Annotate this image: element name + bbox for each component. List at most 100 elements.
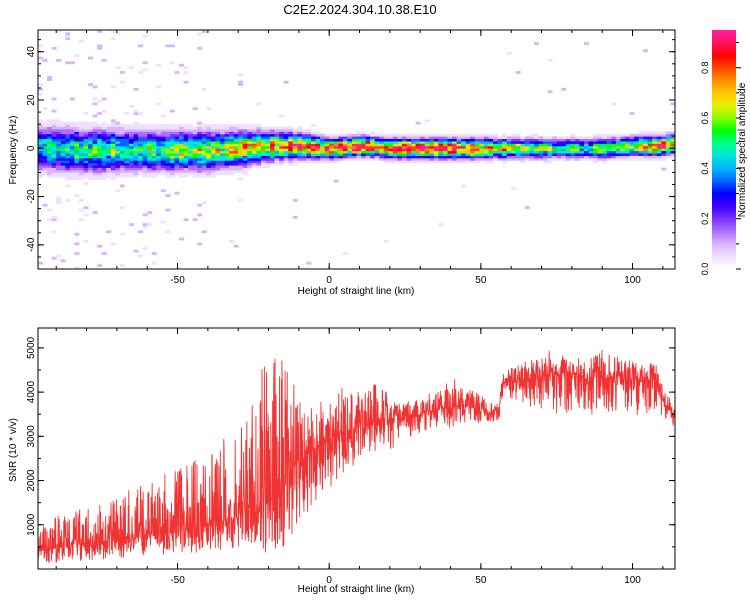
heatmap-cell	[256, 143, 262, 147]
heatmap-cell	[138, 145, 144, 149]
heatmap-cell	[242, 165, 248, 168]
heatmap-cell	[383, 240, 389, 243]
heatmap-cell	[320, 150, 326, 154]
heatmap-cell	[479, 145, 485, 149]
heatmap-cell	[147, 131, 153, 135]
heatmap-cell	[110, 157, 116, 161]
heatmap-cell	[147, 172, 153, 176]
heatmap-cell	[292, 160, 298, 164]
heatmap-cell	[361, 148, 366, 152]
heatmap-cell	[274, 160, 280, 164]
heatmap-cell	[543, 138, 548, 142]
heatmap-cell	[156, 145, 162, 149]
heatmap-cell	[465, 153, 471, 156]
heatmap-cell	[60, 172, 66, 176]
y-tick-label: 5000	[26, 336, 37, 359]
heatmap-cell	[361, 133, 366, 137]
heatmap-cell	[88, 150, 93, 154]
heatmap-cell	[656, 157, 662, 161]
y-tick-label: -20	[26, 189, 37, 204]
heatmap-cell	[579, 143, 585, 147]
heatmap-cell	[647, 148, 653, 152]
heatmap-cell	[179, 172, 184, 176]
heatmap-cell	[361, 150, 366, 154]
heatmap-cell	[624, 143, 630, 147]
heatmap-cell	[502, 133, 508, 137]
heatmap-cell	[56, 160, 62, 164]
heatmap-cell	[97, 133, 103, 137]
heatmap-cell	[388, 133, 394, 137]
heatmap-cell	[179, 155, 184, 159]
heatmap-cell	[206, 167, 212, 171]
heatmap-cell	[588, 136, 594, 140]
heatmap-cell	[88, 157, 93, 161]
heatmap-cell	[342, 150, 348, 154]
heatmap-cell	[78, 165, 84, 168]
heatmap-cell	[42, 141, 48, 144]
heatmap-cell	[151, 133, 157, 137]
heatmap-cell	[406, 150, 412, 154]
heatmap-cell	[324, 150, 330, 154]
heatmap-cell	[593, 143, 599, 147]
heatmap-cell	[210, 157, 216, 161]
heatmap-cell	[288, 143, 294, 147]
heatmap-cell	[124, 143, 130, 147]
heatmap-cell	[206, 157, 212, 161]
heatmap-cell	[543, 145, 548, 149]
heatmap-cell	[83, 148, 89, 152]
heatmap-cell	[88, 167, 93, 171]
heatmap-cell	[411, 145, 417, 149]
heatmap-cell	[47, 174, 53, 178]
heatmap-cell	[506, 153, 512, 156]
heatmap-cell	[347, 143, 353, 147]
heatmap-cell	[429, 133, 435, 137]
heatmap-cell	[183, 218, 189, 222]
heatmap-cell	[647, 153, 653, 156]
heatmap-cell	[493, 155, 498, 159]
heatmap-cell	[192, 170, 198, 173]
heatmap-cell	[670, 155, 675, 159]
heatmap-cell	[138, 44, 144, 48]
heatmap-cell	[233, 143, 239, 147]
heatmap-cell	[142, 170, 148, 173]
heatmap-cell	[570, 141, 576, 144]
heatmap-cell	[97, 162, 103, 166]
heatmap-cell	[320, 136, 326, 140]
heatmap-cell	[51, 157, 57, 161]
heatmap-cell	[429, 143, 435, 147]
figure-title: C2E2.2024.304.10.38.E10	[283, 2, 436, 17]
heatmap-cell	[106, 162, 112, 166]
heatmap-cell	[643, 143, 649, 147]
heatmap-cell	[370, 153, 376, 156]
heatmap-cell	[333, 179, 339, 183]
heatmap-cell	[474, 145, 480, 149]
heatmap-cell	[256, 131, 262, 135]
heatmap-cell	[306, 155, 312, 159]
heatmap-cell	[224, 133, 230, 137]
heatmap-cell	[570, 145, 576, 149]
heatmap-cell	[438, 155, 444, 159]
heatmap-cell	[101, 177, 107, 181]
heatmap-cell	[474, 148, 480, 152]
heatmap-cell	[115, 136, 121, 140]
heatmap-cell	[110, 85, 116, 89]
heatmap-cell	[210, 150, 216, 154]
heatmap-cell	[556, 153, 562, 156]
heatmap-cell	[56, 128, 62, 132]
heatmap-cell	[511, 150, 517, 154]
heatmap-cell	[538, 155, 544, 159]
heatmap-cell	[115, 172, 121, 176]
heatmap-cell	[74, 266, 80, 269]
heatmap-cell	[188, 155, 194, 159]
heatmap-cell	[119, 184, 125, 188]
heatmap-cell	[597, 150, 603, 154]
heatmap-cell	[402, 141, 407, 144]
heatmap-cell	[69, 133, 75, 137]
heatmap-cell	[406, 143, 412, 147]
heatmap-cell	[142, 213, 148, 217]
heatmap-cell	[183, 80, 189, 84]
heatmap-cell	[224, 157, 230, 161]
heatmap-cell	[456, 157, 462, 161]
heatmap-cell	[115, 153, 121, 156]
